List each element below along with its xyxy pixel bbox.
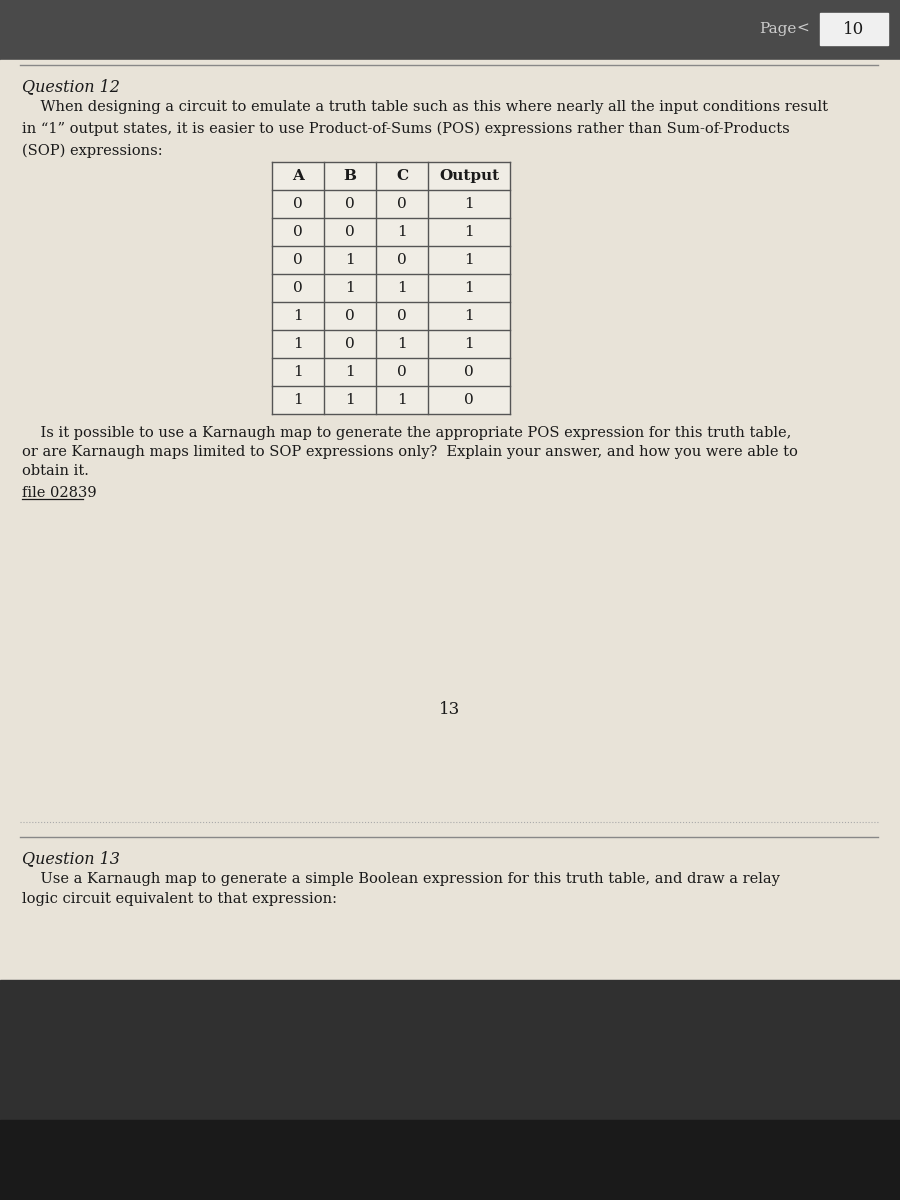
Text: 0: 0 xyxy=(397,365,407,379)
Text: or are Karnaugh maps limited to SOP expressions only?  Explain your answer, and : or are Karnaugh maps limited to SOP expr… xyxy=(22,445,798,458)
Text: 1: 1 xyxy=(464,337,474,350)
Text: 0: 0 xyxy=(464,392,474,407)
Text: 0: 0 xyxy=(397,197,407,211)
Text: Page: Page xyxy=(760,22,796,36)
Text: 1: 1 xyxy=(397,226,407,239)
Text: 1: 1 xyxy=(464,308,474,323)
Text: 1: 1 xyxy=(464,226,474,239)
Text: 1: 1 xyxy=(464,281,474,295)
Text: 1: 1 xyxy=(345,365,355,379)
Text: 10: 10 xyxy=(843,20,865,37)
Text: 1: 1 xyxy=(397,392,407,407)
Text: 0: 0 xyxy=(293,281,303,295)
Bar xyxy=(0,980,900,1120)
Text: 1: 1 xyxy=(464,197,474,211)
Text: 1: 1 xyxy=(293,308,303,323)
Text: When designing a circuit to emulate a truth table such as this where nearly all : When designing a circuit to emulate a tr… xyxy=(22,100,828,114)
Text: Is it possible to use a Karnaugh map to generate the appropriate POS expression : Is it possible to use a Karnaugh map to … xyxy=(22,426,791,440)
Bar xyxy=(0,1120,900,1200)
Bar xyxy=(0,0,900,60)
Text: Question 13: Question 13 xyxy=(22,850,120,866)
Text: 1: 1 xyxy=(293,337,303,350)
Text: 0: 0 xyxy=(293,226,303,239)
Text: 0: 0 xyxy=(464,365,474,379)
Text: 0: 0 xyxy=(397,308,407,323)
Text: 0: 0 xyxy=(293,197,303,211)
Bar xyxy=(820,13,888,44)
Text: A: A xyxy=(292,169,304,182)
Bar xyxy=(272,162,510,414)
Text: 1: 1 xyxy=(345,281,355,295)
Text: 1: 1 xyxy=(293,365,303,379)
Text: 0: 0 xyxy=(293,253,303,266)
Text: B: B xyxy=(344,169,356,182)
Text: Use a Karnaugh map to generate a simple Boolean expression for this truth table,: Use a Karnaugh map to generate a simple … xyxy=(22,872,780,886)
Text: 1: 1 xyxy=(293,392,303,407)
Text: (SOP) expressions:: (SOP) expressions: xyxy=(22,144,163,158)
Text: <: < xyxy=(796,22,809,36)
Text: 0: 0 xyxy=(345,226,355,239)
Text: Question 12: Question 12 xyxy=(22,78,120,95)
Text: C: C xyxy=(396,169,408,182)
Text: Output: Output xyxy=(439,169,500,182)
Text: 0: 0 xyxy=(345,337,355,350)
Text: 1: 1 xyxy=(345,392,355,407)
Text: in “1” output states, it is easier to use Product-of-Sums (POS) expressions rath: in “1” output states, it is easier to us… xyxy=(22,122,790,137)
Text: 0: 0 xyxy=(397,253,407,266)
Bar xyxy=(0,60,900,980)
Text: 1: 1 xyxy=(345,253,355,266)
Text: 1: 1 xyxy=(397,337,407,350)
Text: obtain it.: obtain it. xyxy=(22,464,89,478)
Text: 0: 0 xyxy=(345,308,355,323)
Text: 1: 1 xyxy=(464,253,474,266)
Text: 1: 1 xyxy=(397,281,407,295)
Text: 13: 13 xyxy=(439,702,461,719)
Text: logic circuit equivalent to that expression:: logic circuit equivalent to that express… xyxy=(22,892,337,906)
Text: file 02839: file 02839 xyxy=(22,486,96,500)
Text: 0: 0 xyxy=(345,197,355,211)
